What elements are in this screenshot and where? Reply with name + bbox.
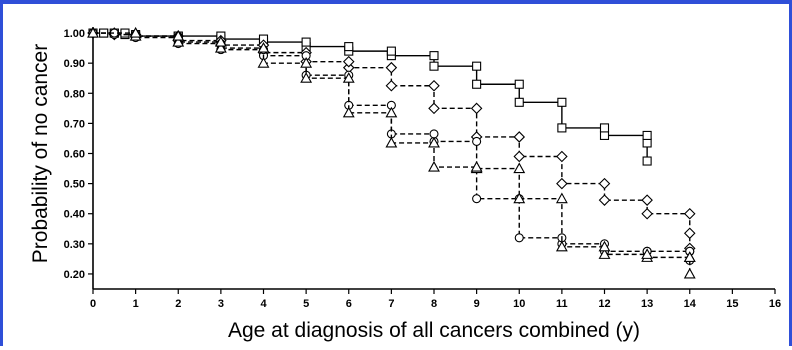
triangle-marker xyxy=(428,160,440,172)
triangle-marker xyxy=(555,192,568,204)
y-tick-label: 1.00 xyxy=(64,28,85,40)
triangle-marker xyxy=(683,251,696,262)
series-triangle xyxy=(87,26,696,279)
y-tick-label: 0.30 xyxy=(64,239,85,251)
triangle-marker xyxy=(555,240,568,252)
square-marker xyxy=(386,46,396,56)
diamond-marker xyxy=(641,194,653,206)
triangle-marker xyxy=(385,106,398,118)
square-marker xyxy=(472,79,482,89)
triangle-marker xyxy=(129,26,142,38)
x-tick-label: 1 xyxy=(133,298,139,310)
diamond-marker xyxy=(428,79,440,92)
square-marker xyxy=(344,42,354,52)
x-tick-label: 0 xyxy=(90,298,96,310)
diamond-marker xyxy=(556,150,568,163)
km-survival-chart: 0 1 2 3 4 5 6 7 8 9 10 11 12 13 14 15 160.200.300.400.50… xyxy=(29,26,781,342)
triangle-marker xyxy=(598,248,611,259)
square-marker xyxy=(429,61,439,71)
square-marker xyxy=(557,97,567,107)
x-tick-label: 2 xyxy=(175,298,181,310)
x-tick-label: 15 xyxy=(726,298,738,310)
triangle-marker xyxy=(342,106,355,118)
y-tick-label: 0.60 xyxy=(64,149,85,161)
square-marker xyxy=(514,79,524,89)
x-tick-label: 8 xyxy=(431,298,437,310)
x-axis-title: Age at diagnosis of all cancers combined… xyxy=(228,319,640,342)
y-tick-label: 0.20 xyxy=(64,269,85,281)
x-tick-label: 4 xyxy=(260,298,267,310)
y-tick-label: 0.90 xyxy=(64,58,85,70)
triangle-marker xyxy=(513,162,526,174)
triangle-marker xyxy=(385,136,398,148)
diamond-marker xyxy=(428,102,440,115)
diamond-marker xyxy=(385,61,398,74)
diamond-marker xyxy=(513,131,526,143)
x-tick-label: 6 xyxy=(346,298,352,310)
triangle-marker xyxy=(300,72,313,83)
x-tick-label: 9 xyxy=(474,298,480,310)
triangle-marker xyxy=(641,248,654,259)
circle-marker xyxy=(429,129,439,139)
triangle-marker xyxy=(470,160,483,172)
circle-marker xyxy=(472,136,482,147)
square-marker xyxy=(472,61,482,71)
square-marker xyxy=(599,123,610,133)
triangle-marker xyxy=(257,41,270,53)
triangle-marker xyxy=(513,192,526,204)
triangle-marker xyxy=(598,240,611,252)
x-tick-label: 13 xyxy=(641,298,653,310)
triangle-marker xyxy=(214,35,227,47)
x-tick-label: 3 xyxy=(218,298,224,310)
diamond-marker xyxy=(683,207,696,220)
square-marker xyxy=(599,130,610,140)
circle-marker xyxy=(514,233,524,243)
square-marker xyxy=(642,138,652,148)
diamond-marker xyxy=(598,194,611,206)
y-axis-title: Probability of no cancer xyxy=(29,44,52,263)
triangle-marker xyxy=(87,26,99,38)
y-tick-label: 0.70 xyxy=(64,118,85,130)
series-line-circle xyxy=(93,32,691,261)
triangle-marker xyxy=(683,267,696,279)
triangle-marker xyxy=(342,72,355,83)
series-group xyxy=(87,26,696,279)
square-marker xyxy=(642,130,652,140)
circle-marker xyxy=(472,194,482,204)
square-marker xyxy=(557,123,567,133)
series-square xyxy=(88,28,652,166)
square-marker xyxy=(429,51,439,61)
diamond-marker xyxy=(556,177,568,190)
diamond-marker xyxy=(342,55,355,68)
diamond-marker xyxy=(683,227,696,240)
x-tick-label: 10 xyxy=(513,298,525,310)
triangle-marker xyxy=(172,29,185,41)
axes: 0 1 2 3 4 5 6 7 8 9 10 11 12 13 14 15 160.200.300.400.50… xyxy=(64,27,781,310)
x-tick-label: 7 xyxy=(388,298,394,310)
series-line-square xyxy=(93,32,648,162)
square-marker xyxy=(642,156,652,166)
y-tick-label: 0.40 xyxy=(64,209,85,221)
x-tick-label: 12 xyxy=(598,298,610,310)
diamond-marker xyxy=(641,207,653,220)
diamond-marker xyxy=(470,102,483,115)
square-marker xyxy=(514,97,524,107)
x-tick-label: 5 xyxy=(303,298,309,310)
square-marker xyxy=(301,37,311,47)
x-tick-label: 16 xyxy=(769,298,781,310)
x-tick-label: 14 xyxy=(684,298,697,310)
triangle-marker xyxy=(428,136,440,148)
y-tick-label: 0.80 xyxy=(64,88,85,100)
triangle-marker xyxy=(172,35,185,47)
triangle-marker xyxy=(257,57,270,68)
diamond-marker xyxy=(513,150,526,163)
y-tick-label: 0.50 xyxy=(64,179,85,191)
x-tick-label: 11 xyxy=(556,298,568,310)
triangle-marker xyxy=(300,57,313,68)
triangle-marker xyxy=(214,41,227,53)
diamond-marker xyxy=(598,177,611,190)
diamond-marker xyxy=(385,79,398,92)
